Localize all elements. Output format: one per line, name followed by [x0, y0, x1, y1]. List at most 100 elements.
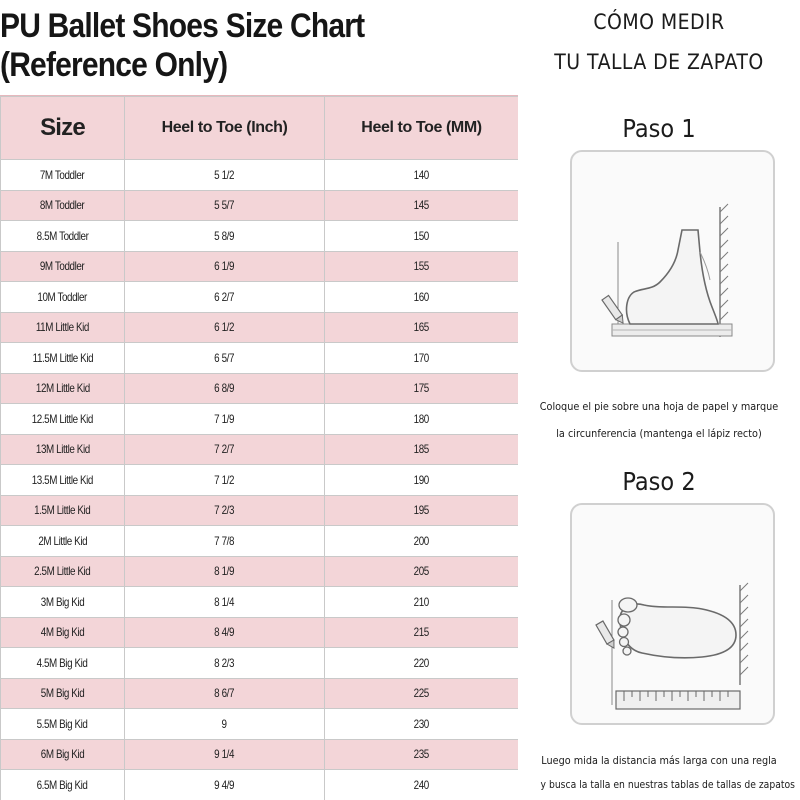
cell-heel-to-toe-mm: 225 [324, 677, 519, 709]
cell-heel-to-toe-mm: 240 [324, 769, 519, 800]
cell-size: 4M Big Kid [0, 616, 125, 648]
cell-heel-to-toe-inch: 7 1/9 [124, 403, 325, 435]
cell-size-text: 5.5M Big Kid [37, 716, 88, 731]
cell-heel-to-toe-mm: 170 [324, 342, 519, 374]
cell-heel-to-toe-mm: 215 [324, 616, 519, 648]
step1-title: Paso 1 [622, 114, 696, 143]
size-table: Size Heel to Toe (Inch) Heel to Toe (MM)… [0, 96, 519, 800]
cell-size-text: 8M Toddler [40, 198, 85, 213]
step2-illustration [595, 582, 749, 710]
cell-size: 6.5M Big Kid [0, 769, 125, 800]
cell-heel-to-toe-mm-text: 155 [413, 259, 430, 274]
cell-heel-to-toe-mm: 140 [324, 159, 519, 191]
cell-heel-to-toe-mm: 200 [324, 525, 519, 557]
cell-heel-to-toe-mm-text: 145 [413, 198, 430, 213]
cell-heel-to-toe-mm-text: 170 [413, 350, 430, 365]
cell-size-text: 2.5M Little Kid [34, 564, 91, 579]
cell-heel-to-toe-inch-text: 6 2/7 [214, 289, 235, 304]
cell-heel-to-toe-inch-text: 6 1/2 [214, 320, 235, 335]
cell-heel-to-toe-mm: 220 [324, 647, 519, 679]
cell-size: 11.5M Little Kid [0, 342, 125, 374]
table-row: 1.5M Little Kid 7 2/3 195 [0, 494, 519, 526]
cell-heel-to-toe-inch-text: 7 2/7 [214, 442, 235, 457]
cell-heel-to-toe-inch-text: 7 1/2 [214, 472, 235, 487]
cell-size: 5.5M Big Kid [0, 708, 125, 740]
cell-heel-to-toe-inch-text: 5 8/9 [214, 228, 235, 243]
table-row: 11M Little Kid 6 1/2 165 [0, 311, 519, 343]
chart-title: PU Ballet Shoes Size Chart (Reference On… [0, 6, 365, 84]
cell-heel-to-toe-inch: 5 5/7 [124, 189, 325, 221]
step1-caption-line2: la circunferencia (mantenga el lápiz rec… [556, 427, 762, 440]
cell-heel-to-toe-mm-text: 205 [413, 564, 430, 579]
cell-heel-to-toe-inch-text: 5 5/7 [214, 198, 235, 213]
cell-size-text: 3M Big Kid [40, 594, 85, 609]
table-row: 8.5M Toddler 5 8/9 150 [0, 220, 519, 252]
cell-heel-to-toe-mm-text: 225 [413, 686, 430, 701]
cell-heel-to-toe-inch: 7 1/2 [124, 464, 325, 496]
cell-heel-to-toe-mm-text: 150 [413, 228, 430, 243]
cell-size-text: 12M Little Kid [35, 381, 90, 396]
cell-size: 2.5M Little Kid [0, 555, 125, 587]
table-row: 10M Toddler 6 2/7 160 [0, 281, 519, 313]
cell-size: 10M Toddler [0, 281, 125, 313]
cell-heel-to-toe-mm: 160 [324, 281, 519, 313]
cell-heel-to-toe-inch: 6 2/7 [124, 281, 325, 313]
measuring-guide: CÓMO MEDIR TU TALLA DE ZAPATO Paso 1 [518, 0, 800, 800]
cell-heel-to-toe-mm: 175 [324, 372, 519, 404]
cell-heel-to-toe-inch: 6 1/2 [124, 311, 325, 343]
cell-size-text: 8.5M Toddler [36, 228, 89, 243]
table-row: 6.5M Big Kid 9 4/9 240 [0, 769, 519, 800]
cell-heel-to-toe-mm-text: 210 [413, 594, 430, 609]
cell-heel-to-toe-mm: 205 [324, 555, 519, 587]
cell-size: 13M Little Kid [0, 433, 125, 465]
cell-heel-to-toe-inch-text: 6 1/9 [214, 259, 235, 274]
cell-heel-to-toe-inch: 8 2/3 [124, 647, 325, 679]
size-chart: PU Ballet Shoes Size Chart (Reference On… [0, 6, 519, 800]
cell-size-text: 4.5M Big Kid [37, 655, 88, 670]
cell-size-text: 13.5M Little Kid [31, 472, 94, 487]
table-row: 5M Big Kid 8 6/7 225 [0, 677, 519, 709]
cell-heel-to-toe-inch-text: 6 5/7 [214, 350, 235, 365]
cell-heel-to-toe-inch: 6 5/7 [124, 342, 325, 374]
cell-size-text: 6.5M Big Kid [37, 777, 88, 792]
cell-heel-to-toe-inch: 9 4/9 [124, 769, 325, 800]
cell-heel-to-toe-mm-text: 215 [413, 625, 430, 640]
guide-title-line2: TU TALLA DE ZAPATO [554, 50, 764, 74]
cell-size-text: 5M Big Kid [40, 686, 85, 701]
cell-heel-to-toe-mm: 230 [324, 708, 519, 740]
cell-size: 2M Little Kid [0, 525, 125, 557]
cell-size: 7M Toddler [0, 159, 125, 191]
cell-heel-to-toe-inch: 6 1/9 [124, 250, 325, 282]
cell-heel-to-toe-mm-text: 230 [413, 716, 430, 731]
cell-heel-to-toe-inch-text: 8 1/4 [214, 594, 235, 609]
cell-heel-to-toe-mm-text: 200 [413, 533, 430, 548]
cell-heel-to-toe-inch-text: 9 1/4 [214, 747, 235, 762]
table-row: 6M Big Kid 9 1/4 235 [0, 738, 519, 770]
table-row: 12M Little Kid 6 8/9 175 [0, 372, 519, 404]
cell-size-text: 9M Toddler [40, 259, 85, 274]
cell-size: 12M Little Kid [0, 372, 125, 404]
cell-heel-to-toe-mm-text: 235 [413, 747, 430, 762]
table-header-row: Size Heel to Toe (Inch) Heel to Toe (MM) [0, 96, 519, 160]
cell-size: 8.5M Toddler [0, 220, 125, 252]
cell-heel-to-toe-inch-text: 9 4/9 [214, 777, 235, 792]
cell-heel-to-toe-inch: 7 7/8 [124, 525, 325, 557]
table-row: 12.5M Little Kid 7 1/9 180 [0, 403, 519, 435]
table-row: 9M Toddler 6 1/9 155 [0, 250, 519, 282]
cell-heel-to-toe-inch: 8 6/7 [124, 677, 325, 709]
cell-size-text: 13M Little Kid [35, 442, 90, 457]
cell-size: 4.5M Big Kid [0, 647, 125, 679]
step1-illustration [601, 203, 733, 337]
cell-heel-to-toe-mm-text: 160 [413, 289, 430, 304]
cell-heel-to-toe-inch: 5 8/9 [124, 220, 325, 252]
table-row: 2.5M Little Kid 8 1/9 205 [0, 555, 519, 587]
cell-size: 11M Little Kid [0, 311, 125, 343]
cell-heel-to-toe-mm: 195 [324, 494, 519, 526]
cell-heel-to-toe-inch-text: 8 2/3 [214, 655, 235, 670]
cell-heel-to-toe-mm-text: 180 [413, 411, 430, 426]
cell-size: 12.5M Little Kid [0, 403, 125, 435]
cell-heel-to-toe-mm-text: 140 [413, 167, 430, 182]
cell-heel-to-toe-inch-text: 7 2/3 [214, 503, 235, 518]
table-row: 2M Little Kid 7 7/8 200 [0, 525, 519, 557]
cell-size: 9M Toddler [0, 250, 125, 282]
